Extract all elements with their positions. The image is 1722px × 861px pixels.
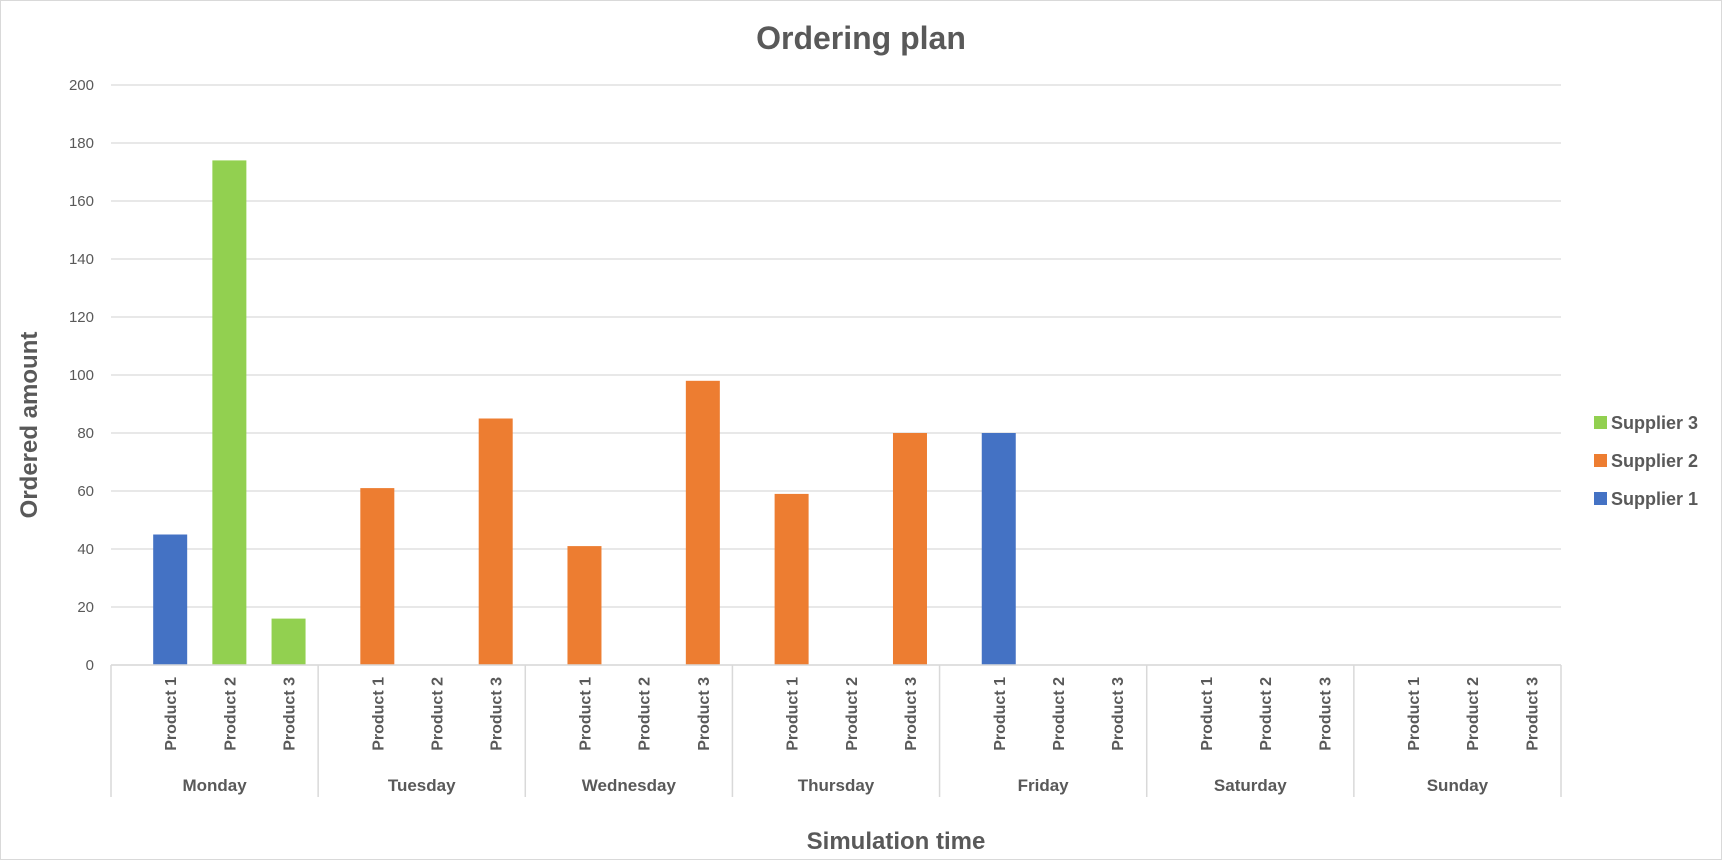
legend-label: Supplier 1 (1611, 489, 1698, 509)
x-category-label: Product 1 (992, 677, 1009, 751)
x-group-label: Monday (182, 776, 247, 795)
x-group-label: Saturday (1214, 776, 1287, 795)
x-group-label: Wednesday (582, 776, 677, 795)
y-tick-label: 80 (77, 425, 94, 442)
x-category-label: Product 1 (577, 677, 594, 751)
x-category-label: Product 3 (282, 677, 299, 751)
x-category-label: Product 3 (903, 677, 920, 751)
y-tick-label: 140 (69, 251, 94, 268)
x-category-label: Product 1 (785, 677, 802, 751)
chart-title: Ordering plan (756, 20, 966, 56)
bar (774, 493, 809, 665)
x-category-label: Product 2 (1258, 677, 1275, 751)
x-category-label: Product 3 (489, 677, 506, 751)
y-tick-label: 160 (69, 193, 94, 210)
bar (892, 433, 927, 665)
bar (360, 488, 395, 665)
legend-swatch (1594, 492, 1607, 505)
x-category-label: Product 2 (222, 677, 239, 751)
x-group-label: Friday (1018, 776, 1070, 795)
y-tick-label: 200 (69, 77, 94, 94)
y-tick-label: 120 (69, 309, 94, 326)
x-category-label: Product 2 (430, 677, 447, 751)
legend-label: Supplier 2 (1611, 451, 1698, 471)
x-category-label: Product 2 (844, 677, 861, 751)
y-tick-label: 180 (69, 135, 94, 152)
x-category-label: Product 1 (1199, 677, 1216, 751)
bar (478, 418, 513, 665)
bar (981, 433, 1016, 665)
legend: Supplier 3 Supplier 2 Supplier 1 (1594, 413, 1698, 509)
x-category-label: Product 2 (1051, 677, 1068, 751)
bar (685, 380, 720, 665)
x-axis-title: Simulation time (807, 828, 986, 855)
x-category-label: Product 2 (1465, 677, 1482, 751)
legend-swatch (1594, 416, 1607, 429)
bar (153, 534, 188, 665)
gridlines (111, 84, 1561, 666)
y-axis-ticks: 0 20 40 60 80 100 120 140 160 180 200 (69, 77, 94, 674)
legend-label: Supplier 3 (1611, 413, 1698, 433)
y-tick-label: 60 (77, 483, 94, 500)
x-category-label: Product 3 (1524, 677, 1541, 751)
x-category-label: Product 3 (696, 677, 713, 751)
x-group-label: Thursday (798, 776, 875, 795)
x-group-label: Tuesday (388, 776, 456, 795)
bar (212, 160, 247, 665)
legend-swatch (1594, 454, 1607, 467)
x-group-label: Sunday (1427, 776, 1489, 795)
y-axis-title: Ordered amount (16, 332, 43, 519)
x-category-label: Product 1 (370, 677, 387, 751)
y-tick-label: 0 (86, 657, 94, 674)
x-category-label: Product 2 (637, 677, 654, 751)
bars (153, 160, 1016, 665)
y-tick-label: 20 (77, 599, 94, 616)
bar (567, 546, 602, 665)
x-category-label: Product 1 (1406, 677, 1423, 751)
x-category-label: Product 1 (163, 677, 180, 751)
y-tick-label: 40 (77, 541, 94, 558)
x-category-label: Product 3 (1317, 677, 1334, 751)
x-axis: Product 1 Product 2 Product 3 Monday Product… (110, 664, 1562, 797)
bar (271, 618, 306, 665)
y-tick-label: 100 (69, 367, 94, 384)
x-category-label: Product 3 (1110, 677, 1127, 751)
